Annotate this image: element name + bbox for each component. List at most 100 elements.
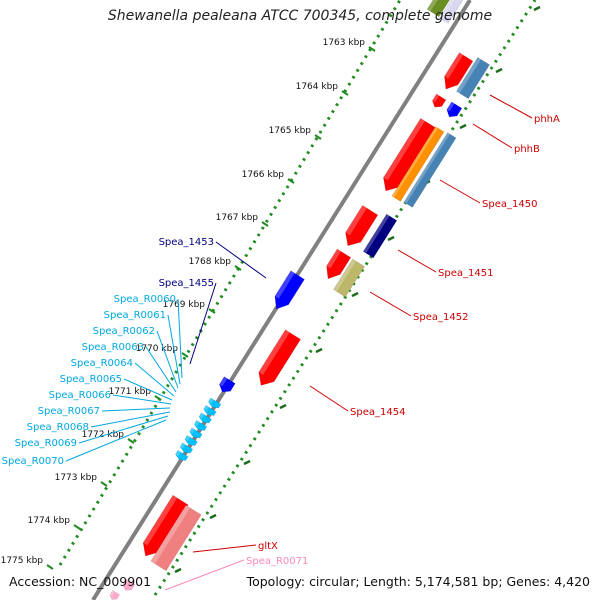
label-leader-line (101, 407, 171, 412)
gene-gltX (150, 504, 202, 572)
gene-phhB-highlight (456, 57, 482, 94)
ring-tick-mark (459, 123, 467, 130)
gene-spea-1455 (219, 376, 236, 393)
kbp-tick-label: 1766 kbp (242, 170, 285, 180)
gene-spea-1451a (345, 205, 379, 247)
gene-label-Spea_1451: Spea_1451 (438, 268, 493, 279)
gene-spea-r-cluster (203, 404, 217, 416)
accession-label: Accession: (9, 574, 76, 589)
gene-label-Spea_R0070: Spea_R0070 (2, 456, 64, 467)
gene-phhB (456, 56, 490, 100)
outer-dotted-ring (58, 0, 402, 566)
gene-label-phhA: phhA (534, 114, 560, 125)
kbp-tick-mark (46, 564, 54, 570)
kbp-tick-mark (368, 46, 376, 52)
gene-phhA (444, 52, 474, 90)
ring-tick-mark (315, 347, 323, 354)
label-leader-line (156, 330, 179, 389)
kbp-tick-label: 1771 kbp (109, 387, 152, 397)
gene-spea-r-cluster (189, 427, 203, 439)
gene-spea-r-cluster (175, 449, 189, 461)
ring-tick-mark (351, 291, 359, 298)
label-leader-line (167, 314, 181, 385)
label-leader-line (134, 362, 175, 397)
kbp-tick-mark (73, 524, 81, 530)
label-leader-line (164, 559, 245, 591)
genes-value: 4,420 (554, 574, 590, 589)
kbp-tick-label: 1764 kbp (296, 82, 339, 92)
gene-spea-1450 (391, 126, 445, 202)
gene-spea-1451a-highlight (345, 205, 367, 236)
kbp-tick-mark (208, 308, 216, 314)
label-leader-line (65, 419, 167, 462)
kbp-tick-mark (287, 178, 295, 184)
label-leader-line (472, 123, 513, 149)
gene-label-Spea_R0062: Spea_R0062 (93, 326, 155, 337)
kbp-tick-mark (341, 90, 349, 96)
gene-spea-r-cluster (207, 397, 222, 409)
gene-spea-1453-highlight (274, 270, 295, 299)
gene-spea-1452-highlight (333, 259, 356, 292)
topology-label: Topology: (246, 574, 306, 589)
kbp-tick-mark (154, 395, 162, 401)
topology-value: circular (309, 574, 356, 589)
gene-label-Spea_R0061: Spea_R0061 (104, 310, 166, 321)
gene-label-Spea_R0068: Spea_R0068 (27, 422, 89, 433)
length-label: Length: (363, 574, 411, 589)
gene-phhA-highlight (444, 52, 464, 79)
gene-spea-r-cluster (184, 434, 198, 446)
ring-tick-mark (495, 67, 503, 74)
gene-spea-1451-highlight (363, 214, 390, 254)
gene-spea-1453 (274, 270, 305, 310)
genome-stats: Topology: circular; Length: 5,174,581 bp… (246, 574, 590, 589)
kbp-tick-mark (127, 438, 135, 444)
kbp-tick-mark (100, 481, 108, 487)
gene-spea-r-cluster (198, 412, 212, 424)
gene-spea-R0071b-highlight (109, 590, 115, 597)
kbp-tick-label: 1773 kbp (55, 473, 98, 483)
kbp-tick-label: 1767 kbp (216, 213, 259, 223)
gene-spea-R0071-highlight (122, 579, 129, 587)
kbp-tick-label: 1770 kbp (136, 344, 179, 354)
gene-label-Spea_1455: Spea_1455 (159, 278, 214, 289)
gene-spea-1450-highlight (391, 126, 438, 198)
gene-spea-1452 (333, 258, 365, 298)
gene-spea-1455-highlight (219, 376, 228, 387)
gene-spea-r-cluster-highlight (175, 450, 181, 456)
kbp-tick-mark (234, 265, 242, 271)
gene-top-olive-highlight (427, 0, 438, 12)
gene-top-lavender (439, 0, 464, 24)
kbp-tick-mark (314, 134, 322, 140)
gene-spea-1449-highlight (383, 118, 425, 181)
gene-spea-r-cluster-highlight (194, 420, 200, 426)
label-leader-line (90, 411, 171, 428)
gene-top-lavender-highlight (439, 0, 455, 20)
label-leader-line (78, 415, 169, 444)
label-leader-line (215, 241, 267, 279)
label-leader-line (123, 378, 173, 401)
inner-dotted-ring (153, 0, 537, 596)
ring-tick-mark (209, 513, 217, 520)
gene-top-olive (426, 0, 450, 18)
kbp-tick-label: 1774 kbp (28, 516, 71, 526)
gene-label-Spea_R0067: Spea_R0067 (38, 406, 100, 417)
kbp-tick-mark (261, 221, 269, 227)
kbp-tick-label: 1768 kbp (189, 257, 232, 267)
kbp-tick-label: 1772 kbp (82, 430, 125, 440)
gene-spea-1454 (258, 329, 301, 386)
gene-label-Spea_R0064: Spea_R0064 (71, 358, 133, 369)
gene-label-Spea_R0066: Spea_R0066 (49, 390, 111, 401)
gene-spea-1454-highlight (258, 329, 290, 375)
gene-spea-r-cluster-highlight (184, 435, 191, 441)
gene-spea-R0071b (109, 590, 120, 600)
gene-gltX-a-highlight (143, 495, 178, 546)
gene-spea-r-cluster-highlight (189, 427, 195, 434)
gene-label-Spea_1452: Spea_1452 (413, 312, 468, 323)
gene-small-blue-highlight (446, 101, 455, 112)
kbp-tick-label: 1763 kbp (323, 38, 366, 48)
label-leader-line (192, 544, 257, 553)
gene-label-Spea_1454: Spea_1454 (350, 407, 405, 418)
label-leader-line (145, 346, 177, 393)
accession-info: Accession: NC_009901 (9, 574, 151, 589)
